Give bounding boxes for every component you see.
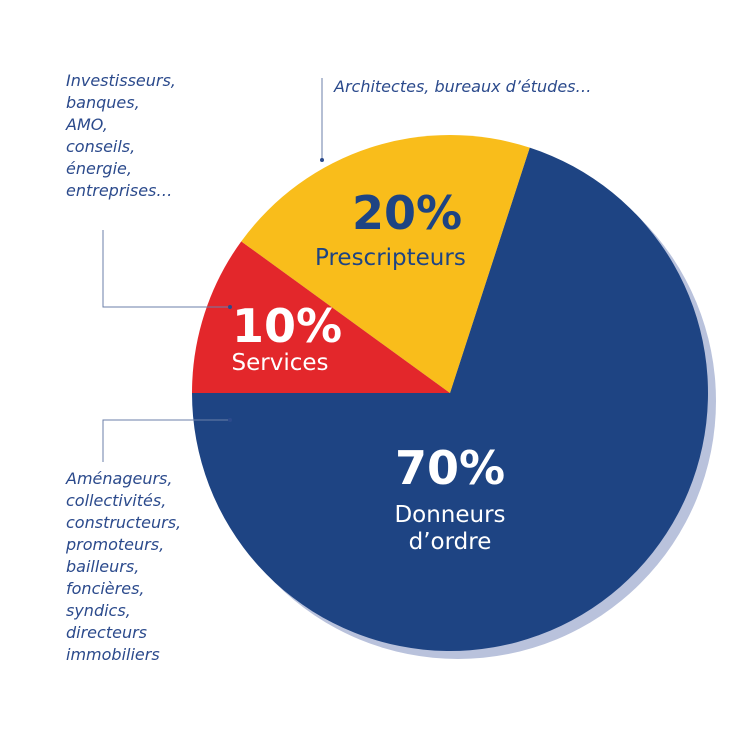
annotation-line: énergie, xyxy=(66,159,132,178)
annotation-line: immobiliers xyxy=(66,645,160,664)
leader-dot xyxy=(228,418,232,422)
annotation-line: conseils, xyxy=(66,137,136,156)
slices xyxy=(191,135,708,651)
pie-slice xyxy=(241,135,530,393)
annotation-line: banques, xyxy=(66,93,140,112)
category-label: Prescripteurs xyxy=(315,245,466,271)
annotation-line: Aménageurs, xyxy=(66,469,173,488)
annotation-line: collectivités, xyxy=(66,491,167,510)
pie-slice xyxy=(192,241,450,393)
annotation-line: AMO, xyxy=(66,115,108,134)
leader-line xyxy=(102,230,230,308)
annotation-line: Investisseurs, xyxy=(66,71,176,90)
annotation-line: bailleurs, xyxy=(66,557,140,576)
category-label: Services xyxy=(231,350,329,376)
value-label: 20% xyxy=(351,186,463,240)
annotation: Architectes, bureaux d’études… xyxy=(334,76,592,98)
leader-dot xyxy=(228,305,232,309)
annotation-line: Architectes, bureaux d’études… xyxy=(334,77,592,96)
value-label: 10% xyxy=(231,299,343,353)
annotation-line: constructeurs, xyxy=(66,513,182,532)
annotation-line: foncières, xyxy=(66,579,145,598)
annotation: Investisseurs, banques, AMO, conseils, énerg… xyxy=(66,70,176,202)
value-label: 70% xyxy=(394,441,506,495)
annotation-line: directeurs xyxy=(66,623,147,642)
leader-lines xyxy=(102,78,323,462)
annotation-line: promoteurs, xyxy=(66,535,165,554)
pie-slice xyxy=(191,147,708,651)
leader-line xyxy=(102,419,230,462)
leader-dots xyxy=(228,158,324,422)
annotation-line: syndics, xyxy=(66,601,131,620)
annotation-line: entreprises… xyxy=(66,181,173,200)
leader-dot xyxy=(320,158,324,162)
category-label: Donneurs d’ordre xyxy=(394,502,506,555)
annotation: Aménageurs, collectivités, constructeurs, p… xyxy=(66,468,181,666)
